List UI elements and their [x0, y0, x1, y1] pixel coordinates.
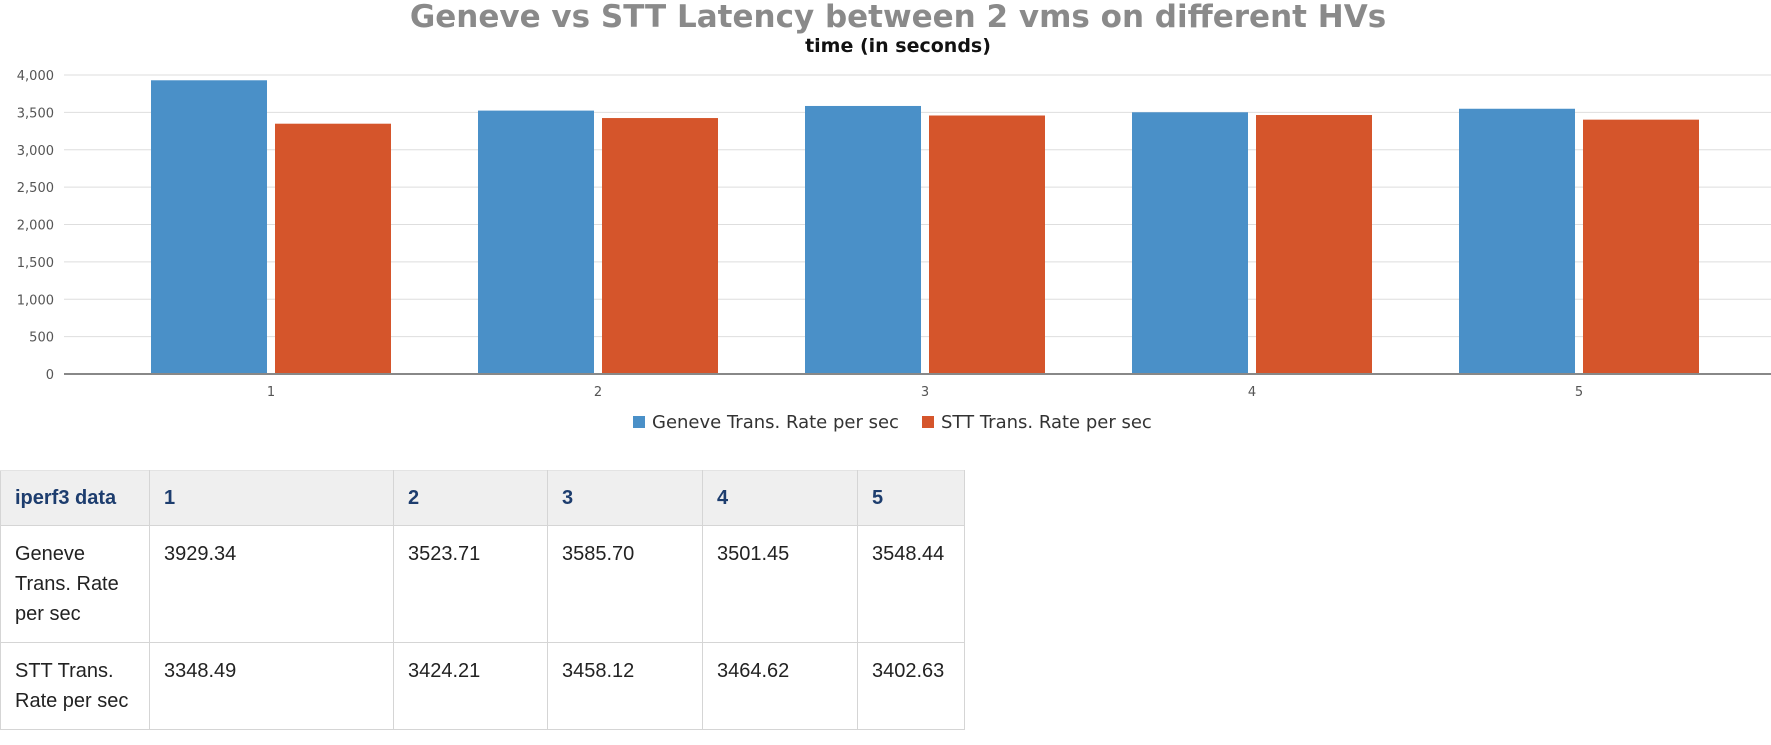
- table-cell: 3458.12: [547, 642, 703, 730]
- y-tick-label: 0: [46, 368, 54, 383]
- legend-swatch: [633, 416, 645, 428]
- legend-swatch: [922, 416, 934, 428]
- bar-stt-2: [602, 118, 718, 374]
- table-row: Geneve Trans. Rate per sec 3929.34 3523.…: [0, 525, 965, 643]
- x-axis-ticks: 1 2 3 4 5: [267, 385, 1583, 400]
- y-tick-label: 2,000: [17, 219, 54, 234]
- table-header-cell: 5: [857, 470, 965, 526]
- table-cell: 3424.21: [393, 642, 548, 730]
- legend-label: STT Trans. Rate per sec: [941, 412, 1152, 433]
- y-axis-ticks: 0 500 1,000 1,500 2,000 2,500 3,000 3,500 4,000: [17, 69, 54, 383]
- table-header-cell: 3: [547, 470, 703, 526]
- bar-geneve-2: [478, 110, 594, 375]
- bars: [151, 80, 1699, 375]
- x-tick-label: 1: [267, 385, 275, 400]
- table-header-cell: 1: [149, 470, 394, 526]
- table-header-cell: 4: [702, 470, 858, 526]
- table-row-label: STT Trans. Rate per sec: [0, 642, 150, 730]
- y-tick-label: 1,500: [17, 256, 54, 271]
- y-tick-label: 3,000: [17, 144, 54, 159]
- y-tick-label: 500: [29, 331, 54, 346]
- table-header-cell: iperf3 data: [0, 470, 150, 526]
- table-header-row: iperf3 data 1 2 3 4 5: [0, 470, 965, 526]
- table-cell: 3464.62: [702, 642, 858, 730]
- legend-label: Geneve Trans. Rate per sec: [652, 412, 899, 433]
- x-tick-label: 2: [594, 385, 602, 400]
- bar-geneve-3: [805, 105, 921, 374]
- x-tick-label: 4: [1248, 385, 1256, 400]
- data-table: iperf3 data 1 2 3 4 5 Geneve Trans. Rate…: [0, 470, 965, 730]
- table-cell: 3402.63: [857, 642, 965, 730]
- bar-geneve-4: [1132, 112, 1248, 375]
- x-tick-label: 3: [921, 385, 929, 400]
- bar-stt-4: [1256, 115, 1372, 374]
- y-tick-label: 4,000: [17, 69, 54, 84]
- y-tick-label: 3,500: [17, 106, 54, 121]
- bar-geneve-5: [1459, 108, 1575, 374]
- y-tick-label: 2,500: [17, 181, 54, 196]
- chart-subtitle: time (in seconds): [805, 35, 991, 57]
- bar-stt-3: [929, 115, 1045, 375]
- legend: Geneve Trans. Rate per sec STT Trans. Rat…: [633, 412, 1152, 433]
- x-tick-label: 5: [1575, 385, 1583, 400]
- table-row: STT Trans. Rate per sec 3348.49 3424.21 …: [0, 642, 965, 730]
- chart-title: Geneve vs STT Latency between 2 vms on d…: [410, 0, 1386, 35]
- table-header-cell: 2: [393, 470, 548, 526]
- table-cell: 3585.70: [547, 525, 703, 643]
- table-row-label: Geneve Trans. Rate per sec: [0, 525, 150, 643]
- bar-geneve-1: [151, 80, 267, 375]
- y-tick-label: 1,000: [17, 293, 54, 308]
- bar-stt-5: [1583, 119, 1699, 374]
- bar-stt-1: [275, 123, 391, 374]
- chart: Geneve vs STT Latency between 2 vms on d…: [17, 0, 1771, 433]
- table-cell: 3348.49: [149, 642, 394, 730]
- table-cell: 3523.71: [393, 525, 548, 643]
- table-cell: 3929.34: [149, 525, 394, 643]
- table-cell: 3548.44: [857, 525, 965, 643]
- table-cell: 3501.45: [702, 525, 858, 643]
